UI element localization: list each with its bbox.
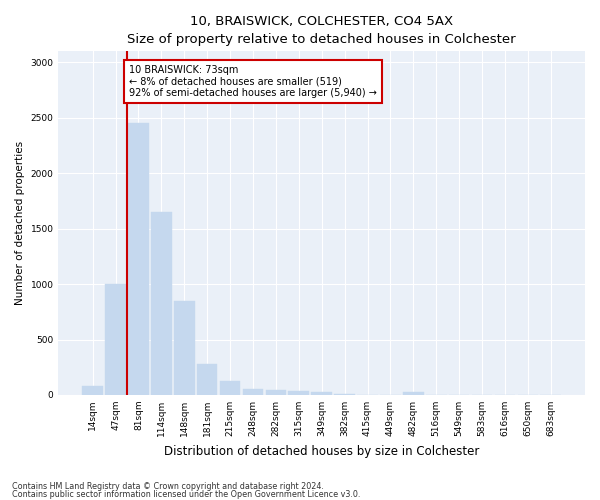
Bar: [242, 389, 263, 395]
Bar: [105, 284, 126, 395]
Bar: [266, 390, 286, 395]
Bar: [82, 386, 103, 395]
Bar: [334, 394, 355, 395]
Text: 10 BRAISWICK: 73sqm
← 8% of detached houses are smaller (519)
92% of semi-detach: 10 BRAISWICK: 73sqm ← 8% of detached hou…: [129, 64, 377, 98]
Text: Contains public sector information licensed under the Open Government Licence v3: Contains public sector information licen…: [12, 490, 361, 499]
Bar: [289, 391, 309, 395]
Bar: [220, 380, 241, 395]
Bar: [128, 124, 149, 395]
X-axis label: Distribution of detached houses by size in Colchester: Distribution of detached houses by size …: [164, 444, 479, 458]
Bar: [197, 364, 217, 395]
Bar: [174, 300, 194, 395]
Bar: [403, 392, 424, 395]
Text: Contains HM Land Registry data © Crown copyright and database right 2024.: Contains HM Land Registry data © Crown c…: [12, 482, 324, 491]
Title: 10, BRAISWICK, COLCHESTER, CO4 5AX
Size of property relative to detached houses : 10, BRAISWICK, COLCHESTER, CO4 5AX Size …: [127, 15, 516, 46]
Y-axis label: Number of detached properties: Number of detached properties: [15, 141, 25, 305]
Bar: [151, 212, 172, 395]
Bar: [311, 392, 332, 395]
